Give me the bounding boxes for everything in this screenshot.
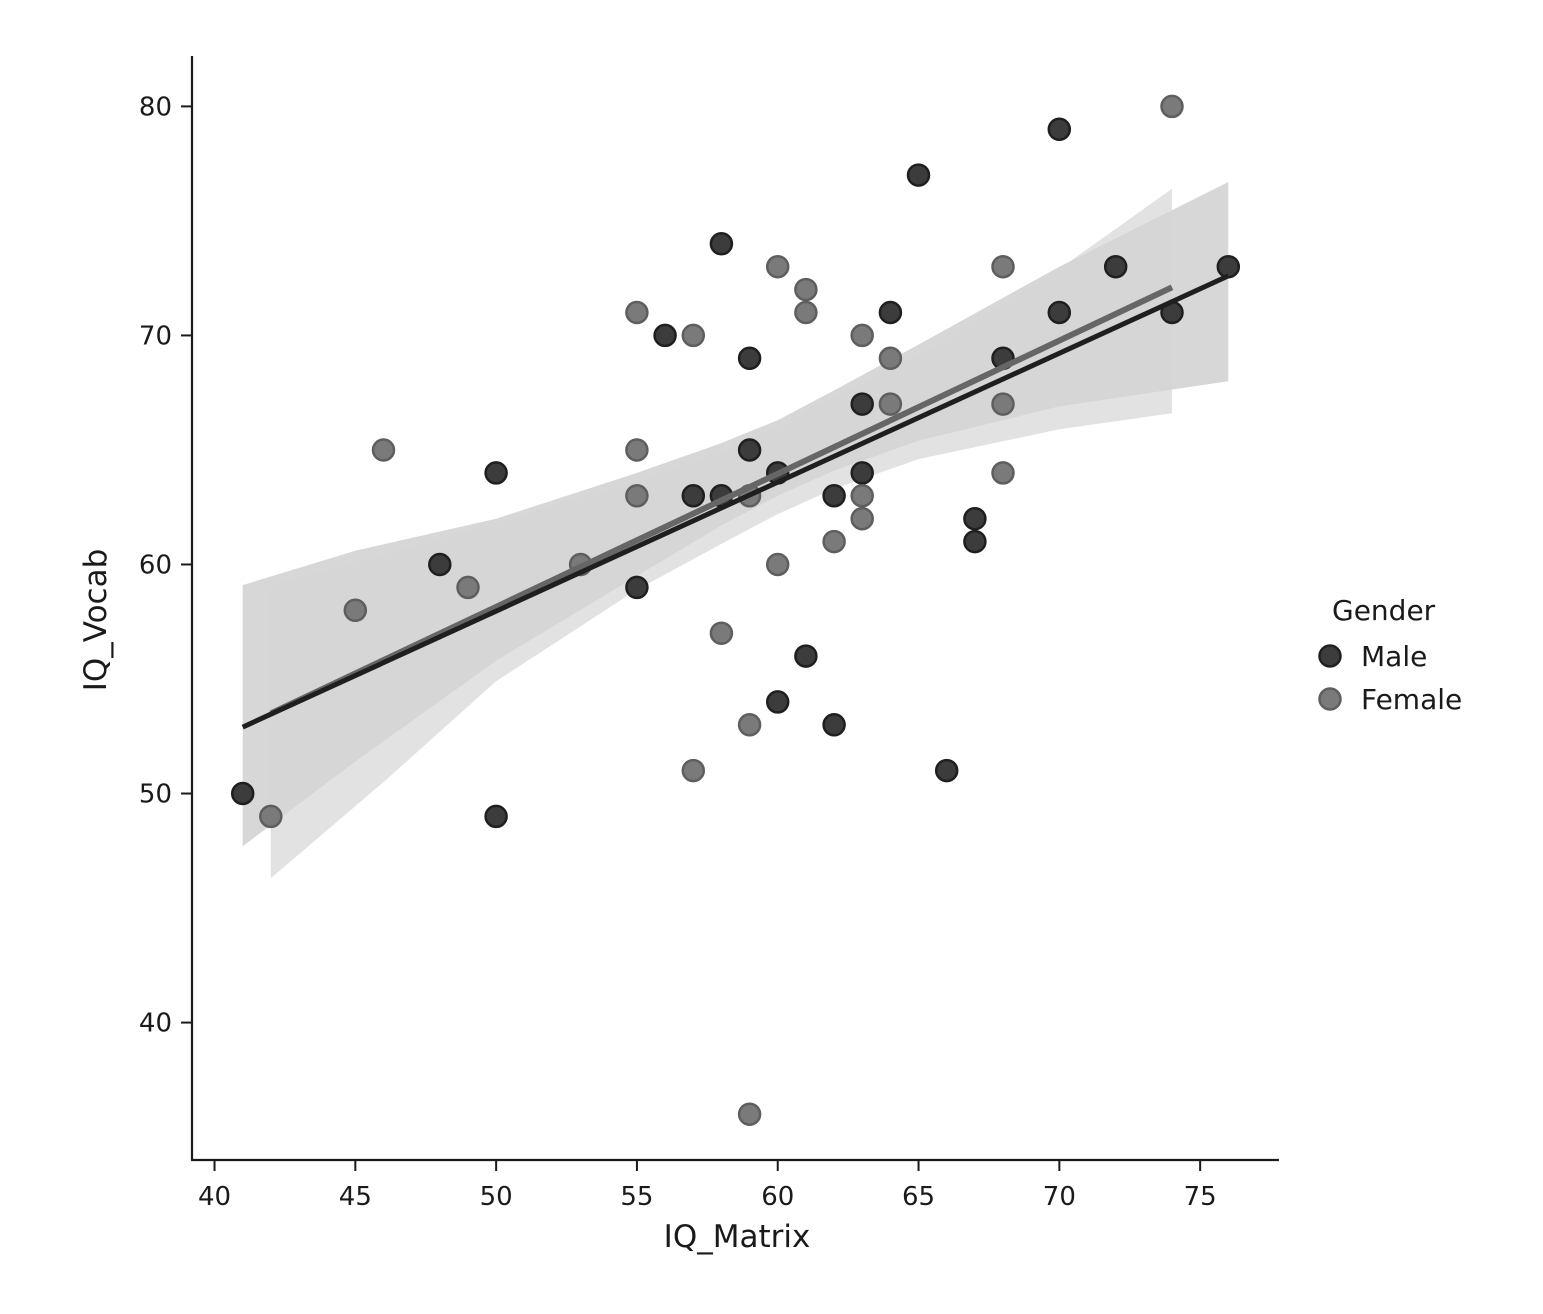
point-male [822,713,846,737]
point-male [765,690,790,714]
point-male [1103,254,1128,279]
point-male [963,506,987,531]
point-male [822,484,846,508]
x-tick-label: 75 [1184,1182,1217,1212]
regression-line-female [269,284,1174,717]
legend-items: Male Female [1318,640,1462,716]
point-male [1216,254,1241,279]
point-female [794,300,818,325]
point-female [625,438,649,462]
point-female [765,254,790,279]
y-tick-label: 70 [139,321,172,351]
legend-marker-female [1318,687,1342,711]
point-male [709,232,734,256]
ci-band-female [270,188,1172,879]
legend-label-female: Female [1361,683,1462,716]
point-male [850,392,874,416]
point-male [1047,300,1072,325]
x-tick-label: 50 [480,1182,513,1212]
axes: 40 45 50 55 60 65 70 75 40 50 60 70 80 IQ_Matrix IQ… [78,56,1279,1255]
legend-label-male: Male [1361,640,1427,673]
point-male [963,529,987,554]
point-female [709,621,734,645]
regression-lines [241,273,1230,730]
point-female [822,529,846,554]
point-male [230,781,255,806]
x-axis-ticks: 40 45 50 55 60 65 70 75 [198,1160,1217,1212]
legend-marker-male [1318,644,1342,668]
x-tick-label: 40 [198,1182,231,1212]
point-female [1160,94,1184,119]
point-male [484,461,508,485]
x-tick-label: 70 [1043,1182,1076,1212]
point-female [765,552,790,577]
point-female [737,713,762,737]
regression-line-male [241,273,1230,730]
legend: Gender Male Female [1318,594,1462,716]
y-tick-label: 50 [139,780,172,810]
y-axis-label: IQ_Vocab [78,549,114,692]
point-male [737,438,762,462]
point-female [991,461,1015,485]
legend-title: Gender [1332,594,1436,627]
point-female [681,758,706,783]
point-male [625,575,649,600]
x-tick-label: 45 [339,1182,372,1212]
point-female [850,484,874,508]
point-male [850,461,874,485]
y-axis-ticks: 40 50 60 70 80 [139,92,192,1039]
point-male [681,484,706,508]
point-female [794,277,818,302]
point-male [934,758,959,783]
point-female [681,323,706,348]
point-female [456,575,480,600]
point-male [737,346,762,371]
point-female [878,392,903,416]
y-tick-label: 60 [139,550,172,580]
point-female [343,598,368,623]
point-male [428,552,452,577]
x-tick-label: 60 [761,1182,794,1212]
y-tick-label: 80 [139,92,172,122]
point-female [259,804,283,829]
point-male [484,804,508,829]
x-axis-label: IQ_Matrix [664,1219,811,1255]
x-tick-label: 55 [620,1182,653,1212]
point-female [850,323,874,348]
point-female [737,1102,762,1126]
point-female [371,438,396,462]
point-female [850,506,874,531]
point-female [991,254,1015,279]
point-male [906,163,931,187]
point-female [991,392,1015,416]
point-male [653,323,677,348]
point-male [1047,117,1072,142]
plot-area [230,94,1241,1126]
point-male [794,644,818,668]
point-female [625,300,649,325]
point-female [878,346,903,371]
x-tick-label: 65 [902,1182,935,1212]
point-male [878,300,903,325]
point-female [625,484,649,508]
y-tick-label: 40 [139,1009,172,1039]
confidence-bands [242,182,1229,879]
